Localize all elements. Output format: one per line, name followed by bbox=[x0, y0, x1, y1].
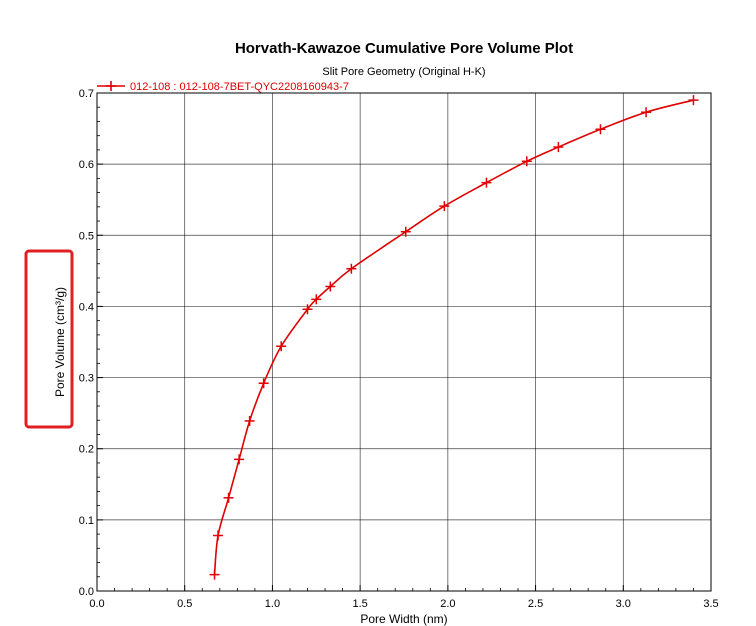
y-tick-label: 0.4 bbox=[79, 301, 94, 313]
legend-series-label: 012-108 : 012-108-7BET-QYC2208160943-7 bbox=[130, 81, 349, 93]
y-tick-label: 0.5 bbox=[79, 230, 94, 242]
axis-ticks: 0.0 0.5 1.0 1.5 2.0 2.5 3.0 3.5 0.0 0.1 0.2 0.3 0.4 0… bbox=[79, 88, 719, 610]
y-tick-label: 0.6 bbox=[79, 159, 94, 171]
y-tick-label: 0.0 bbox=[79, 586, 94, 598]
y-tick-label: 0.1 bbox=[79, 515, 94, 527]
data-point-marker bbox=[302, 304, 313, 315]
x-tick-label: 2.0 bbox=[440, 598, 455, 610]
chart-subtitle: Slit Pore Geometry (Original H-K) bbox=[322, 66, 485, 78]
legend: 012-108 : 012-108-7BET-QYC2208160943-7 bbox=[97, 81, 349, 93]
data-point-marker bbox=[325, 281, 336, 292]
y-tick-label: 0.7 bbox=[79, 88, 94, 100]
y-tick-label: 0.3 bbox=[79, 373, 94, 385]
x-tick-label: 2.5 bbox=[528, 598, 543, 610]
y-tick-label: 0.2 bbox=[79, 444, 94, 456]
y-axis-label: Pore Volume (cm³/g) bbox=[53, 287, 67, 397]
x-tick-label: 1.5 bbox=[352, 598, 367, 610]
data-point-marker bbox=[481, 177, 492, 188]
data-point-marker bbox=[213, 530, 224, 541]
data-point-marker bbox=[209, 569, 220, 580]
x-axis-label: Pore Width (nm) bbox=[360, 612, 447, 626]
data-point-marker bbox=[521, 156, 532, 167]
series-line bbox=[213, 99, 694, 575]
y-axis-label-highlight-box bbox=[24, 249, 74, 429]
data-point-marker bbox=[244, 415, 255, 426]
x-tick-label: 0.0 bbox=[89, 598, 104, 610]
data-point-marker bbox=[400, 226, 411, 237]
plot-frame bbox=[96, 92, 712, 592]
data-point-marker bbox=[276, 341, 287, 352]
data-point-marker bbox=[311, 294, 322, 305]
x-tick-label: 1.0 bbox=[265, 598, 280, 610]
chart-title: Horvath-Kawazoe Cumulative Pore Volume P… bbox=[235, 40, 573, 57]
grid bbox=[97, 93, 711, 591]
data-point-marker bbox=[595, 124, 606, 135]
data-point-marker bbox=[641, 107, 652, 118]
data-point-marker bbox=[223, 492, 234, 503]
data-point-marker bbox=[553, 142, 564, 153]
series-layer bbox=[209, 95, 699, 580]
data-point-marker bbox=[234, 454, 245, 465]
data-point-marker bbox=[346, 263, 357, 274]
data-point-marker bbox=[258, 378, 269, 389]
x-tick-label: 0.5 bbox=[177, 598, 192, 610]
x-tick-label: 3.5 bbox=[703, 598, 718, 610]
x-tick-label: 3.0 bbox=[616, 598, 631, 610]
data-point-marker bbox=[688, 95, 699, 106]
data-point-marker bbox=[439, 201, 450, 212]
